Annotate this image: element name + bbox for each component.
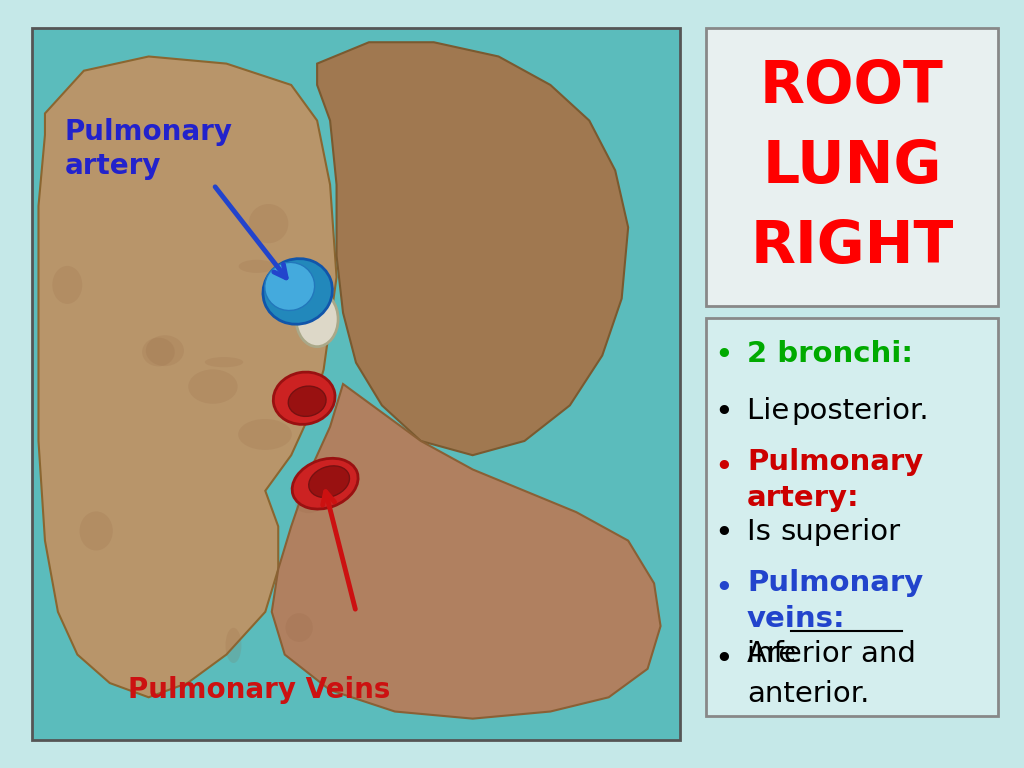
Ellipse shape — [205, 357, 243, 367]
Text: inferior and: inferior and — [746, 640, 915, 667]
FancyBboxPatch shape — [706, 318, 998, 716]
Text: Pulmonary: Pulmonary — [746, 569, 923, 598]
Polygon shape — [271, 384, 660, 719]
Text: Pulmonary Veins: Pulmonary Veins — [128, 676, 390, 704]
Text: •: • — [714, 340, 733, 371]
Text: Are: Are — [746, 640, 805, 667]
Ellipse shape — [249, 204, 289, 243]
Text: artery:: artery: — [746, 484, 859, 512]
Text: ROOT: ROOT — [760, 58, 944, 115]
Ellipse shape — [142, 338, 175, 366]
Ellipse shape — [239, 419, 292, 450]
Polygon shape — [39, 57, 337, 697]
Ellipse shape — [239, 260, 274, 273]
Ellipse shape — [80, 511, 113, 551]
Text: Is: Is — [746, 518, 780, 546]
Text: •: • — [714, 644, 733, 675]
Ellipse shape — [296, 496, 322, 513]
Ellipse shape — [52, 266, 82, 304]
FancyBboxPatch shape — [706, 28, 998, 306]
Text: •: • — [714, 452, 733, 483]
FancyBboxPatch shape — [32, 28, 680, 740]
Text: •: • — [714, 397, 733, 428]
Ellipse shape — [286, 613, 312, 642]
Text: posterior.: posterior. — [792, 397, 929, 425]
Text: Pulmonary
artery: Pulmonary artery — [65, 118, 232, 180]
Ellipse shape — [273, 372, 335, 425]
Ellipse shape — [289, 386, 326, 416]
Ellipse shape — [145, 336, 184, 366]
Text: 2 bronchi:: 2 bronchi: — [746, 340, 912, 369]
Text: •: • — [714, 574, 733, 604]
Text: Pulmonary: Pulmonary — [746, 448, 923, 475]
Ellipse shape — [265, 263, 314, 310]
Ellipse shape — [263, 259, 333, 324]
Ellipse shape — [292, 458, 358, 509]
Text: veins:: veins: — [746, 605, 846, 634]
Text: RIGHT: RIGHT — [751, 219, 953, 276]
Ellipse shape — [308, 466, 349, 498]
Text: anterior.: anterior. — [746, 680, 869, 708]
Text: superior: superior — [780, 518, 900, 546]
Text: Lie: Lie — [746, 397, 799, 425]
Polygon shape — [317, 42, 628, 455]
Ellipse shape — [296, 292, 338, 346]
Ellipse shape — [188, 369, 238, 404]
Text: •: • — [714, 518, 733, 549]
Ellipse shape — [225, 627, 242, 663]
Text: LUNG: LUNG — [762, 138, 942, 196]
